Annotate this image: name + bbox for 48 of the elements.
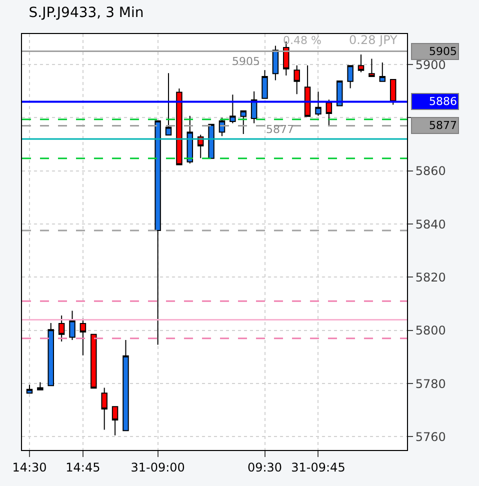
candlestick (90, 334, 97, 389)
candlestick (101, 387, 108, 430)
candlestick (176, 88, 182, 166)
candlestick (230, 94, 236, 124)
candlestick (122, 339, 129, 432)
y-tick-label: 5900 (415, 58, 446, 72)
y-tick-label: 5780 (415, 376, 446, 391)
ref-line-label: 5877 (429, 119, 457, 132)
ref-line-label: 5905 (429, 45, 457, 58)
y-tick-label: 5760 (415, 430, 446, 444)
candlestick (37, 382, 44, 390)
candlestick (208, 124, 214, 159)
annotation: 5905 (232, 55, 260, 68)
ref-line-label: 5886 (429, 95, 457, 108)
candlestick (272, 45, 279, 81)
candlestick (186, 115, 194, 164)
annotation: 0.28 JPY (349, 33, 398, 47)
candlestick (165, 72, 172, 136)
x-tick-label: 31-09:45 (291, 460, 346, 474)
candlestick (326, 99, 332, 127)
y-tick-label: 5860 (415, 164, 446, 178)
candlestick (379, 62, 386, 82)
candlestick (390, 78, 396, 106)
candlestick (347, 65, 354, 89)
chart-title: S.JP.J9433, 3 Min (28, 5, 144, 22)
candlestick (240, 110, 246, 134)
x-tick-label: 31-09:00 (130, 460, 185, 474)
x-tick-label: 14:30 (12, 460, 47, 474)
candlestick (336, 80, 343, 106)
y-tick-label: 5820 (415, 270, 446, 284)
candlestick (358, 54, 364, 73)
candlestick (58, 315, 65, 342)
candlestick (69, 310, 76, 340)
candlestick (294, 64, 300, 95)
candlestick (80, 318, 86, 356)
x-tick-label: 09:30 (247, 460, 282, 474)
x-tick-label: 14:45 (66, 460, 100, 474)
candlestick (304, 64, 311, 117)
annotation: 0.48 % (283, 34, 322, 47)
y-tick-label: 5840 (415, 217, 446, 232)
candlestick (112, 406, 118, 436)
candlestick (26, 384, 33, 394)
annotation: 5877 (266, 123, 294, 136)
candlestick (315, 91, 322, 116)
candlestick (368, 58, 375, 78)
candlestick (262, 70, 268, 100)
candlestick (48, 322, 54, 386)
y-tick-label: 5800 (415, 324, 446, 338)
